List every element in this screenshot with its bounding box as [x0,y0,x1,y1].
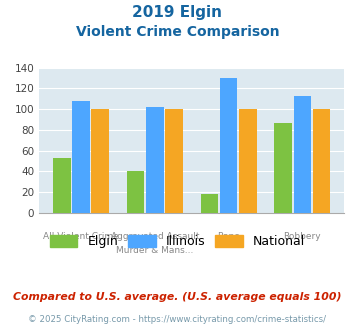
Bar [53,158,71,213]
Text: All Violent Crime: All Violent Crime [43,232,119,241]
Text: Aggravated Assault: Aggravated Assault [110,232,199,241]
Legend: Elgin, Illinois, National: Elgin, Illinois, National [45,230,310,253]
Bar [274,123,292,213]
Bar [313,109,331,213]
Text: © 2025 CityRating.com - https://www.cityrating.com/crime-statistics/: © 2025 CityRating.com - https://www.city… [28,315,327,324]
Bar [201,194,218,213]
Bar [72,101,90,213]
Bar [146,107,164,213]
Text: 2019 Elgin: 2019 Elgin [132,5,223,20]
Bar [127,171,144,213]
Bar [239,109,257,213]
Bar [220,78,237,213]
Text: Murder & Mans...: Murder & Mans... [116,246,193,255]
Text: Compared to U.S. average. (U.S. average equals 100): Compared to U.S. average. (U.S. average … [13,292,342,302]
Text: Robbery: Robbery [284,232,321,241]
Text: Violent Crime Comparison: Violent Crime Comparison [76,25,279,39]
Bar [91,109,109,213]
Bar [165,109,183,213]
Bar [294,96,311,213]
Text: Rape: Rape [217,232,240,241]
